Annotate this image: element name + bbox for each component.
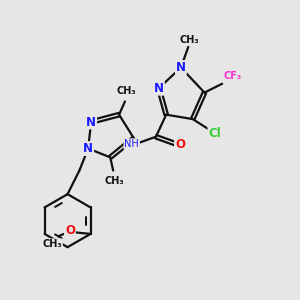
Text: O: O [65, 224, 75, 238]
Text: N: N [176, 61, 186, 74]
Text: CH₃: CH₃ [42, 239, 62, 249]
Text: Cl: Cl [208, 127, 221, 140]
Text: CF₃: CF₃ [224, 71, 242, 81]
Text: CH₃: CH₃ [117, 86, 136, 96]
Text: N: N [154, 82, 164, 95]
Text: NH: NH [124, 139, 139, 149]
Text: N: N [83, 142, 93, 155]
Text: CH₃: CH₃ [180, 34, 200, 45]
Text: CH₃: CH₃ [105, 176, 124, 186]
Text: N: N [86, 116, 96, 128]
Text: O: O [175, 138, 185, 151]
